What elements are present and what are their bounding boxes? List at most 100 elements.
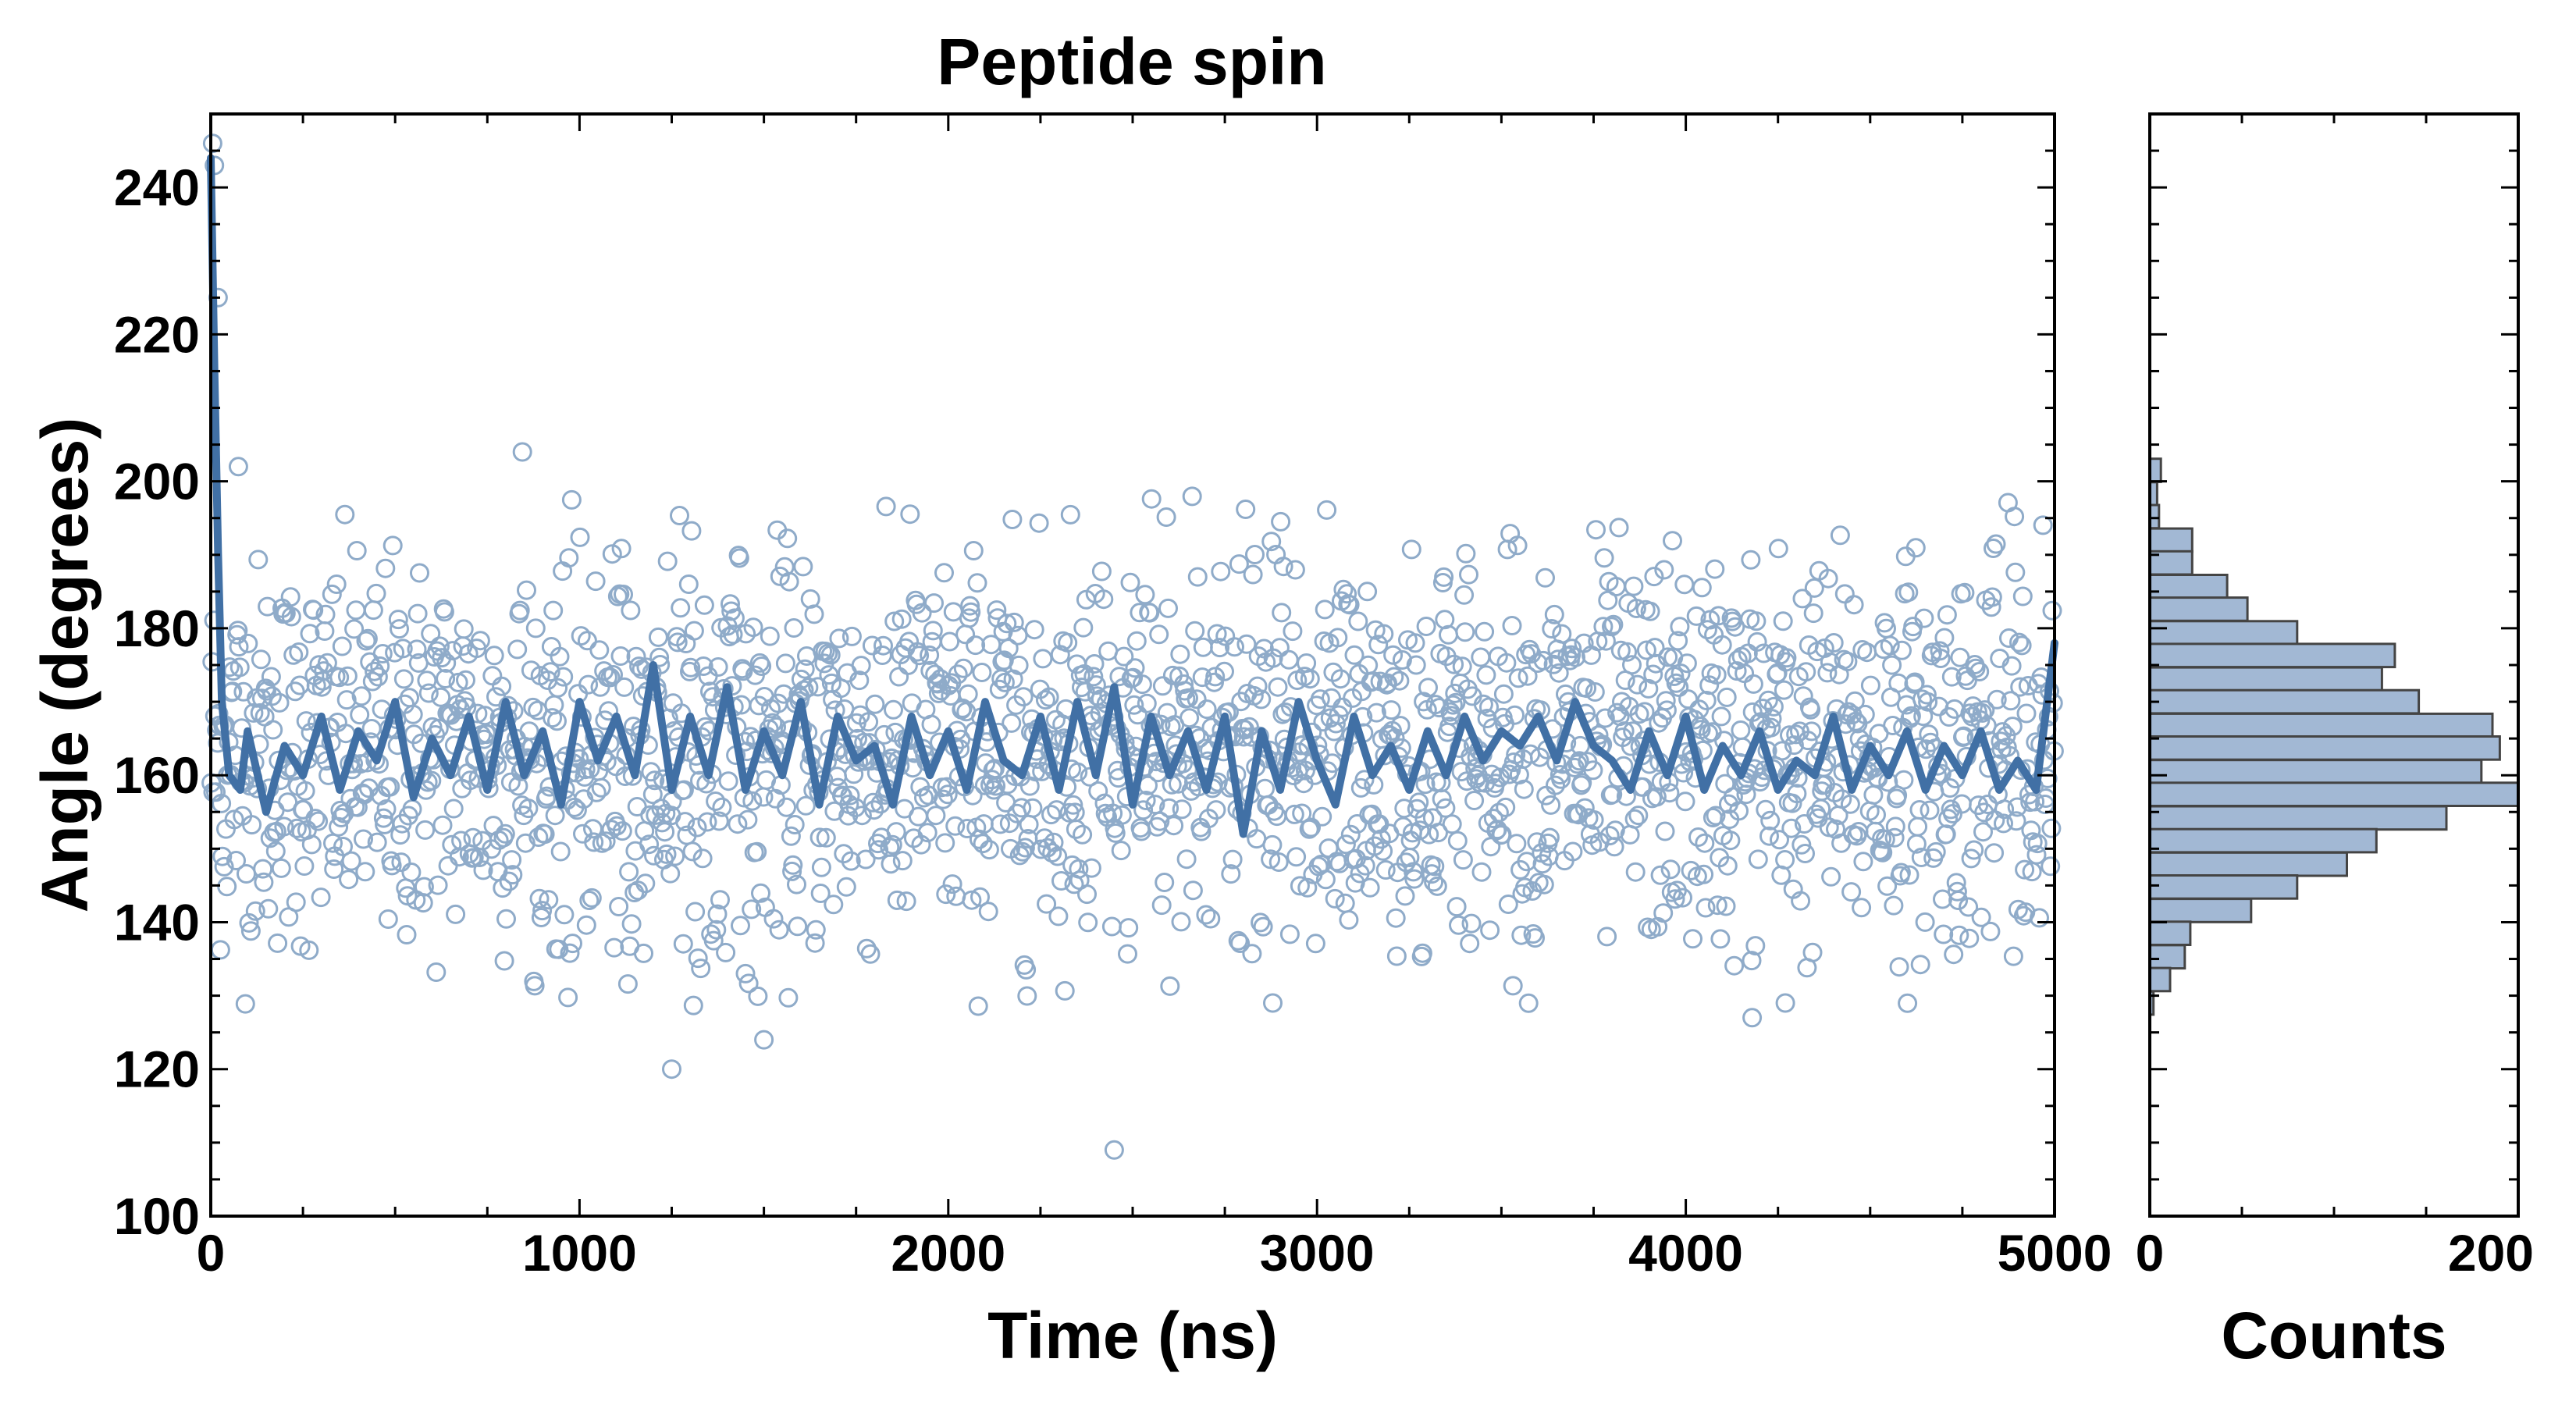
scatter-point [332, 636, 352, 656]
scatter-point [1024, 620, 1044, 640]
scatter-point [1183, 880, 1203, 901]
scatter-point [934, 563, 954, 583]
scatter-point [1404, 862, 1424, 882]
scatter-point [1918, 692, 1938, 712]
scatter-point [1546, 775, 1565, 795]
scatter-point [1197, 699, 1217, 720]
scatter-point [1706, 665, 1727, 685]
scatter-point [1901, 706, 1921, 726]
chart-title: Peptide spin [937, 25, 1326, 98]
scatter-point [1460, 934, 1480, 954]
scatter-point [1310, 689, 1330, 710]
scatter-point [1066, 819, 1086, 839]
histogram-bar [2148, 735, 2501, 761]
scatter-point [1120, 572, 1140, 592]
histogram-bar [2148, 898, 2253, 923]
scatter-point [1583, 760, 1603, 781]
scatter-point [584, 832, 604, 852]
scatter-point [280, 587, 301, 607]
scatter-point [1796, 662, 1816, 682]
scatter-point [881, 854, 901, 874]
scatter-point [1994, 799, 2015, 820]
x-tick-label: 4000 [1628, 1224, 1743, 1282]
scatter-point [779, 571, 799, 592]
scatter-point [1471, 862, 1492, 882]
scatter-point [720, 594, 740, 614]
scatter-point [778, 987, 799, 1008]
scatter-point [1916, 685, 1937, 705]
scatter-point [1725, 617, 1745, 637]
scatter-point [1354, 770, 1375, 790]
scatter-point [1748, 849, 1768, 870]
scatter-point [523, 697, 543, 717]
scatter-point [841, 626, 862, 646]
scatter-point [682, 841, 703, 862]
scatter-point [1655, 821, 1675, 841]
scatter-point [1602, 617, 1621, 637]
scatter-point [464, 848, 484, 868]
scatter-point [286, 818, 307, 838]
scatter-point [407, 639, 427, 660]
scatter-point [1804, 578, 1824, 598]
scatter-point [1015, 838, 1035, 858]
scatter-point [2010, 677, 2030, 697]
scatter-point [1736, 784, 1756, 805]
scatter-point [763, 713, 783, 733]
scatter-point [2016, 703, 2037, 724]
scatter-point [1514, 779, 1534, 799]
scatter-point [1681, 860, 1701, 880]
scatter-point [1772, 741, 1792, 761]
scatter-point [1386, 908, 1406, 928]
scatter-point [1103, 803, 1123, 823]
scatter-point [1877, 876, 1898, 896]
scatter-point [372, 644, 393, 663]
histogram-bar [2148, 712, 2494, 738]
scatter-point [494, 951, 514, 971]
scatter-point [760, 626, 780, 646]
scatter-point [2005, 562, 2026, 582]
scatter-point [583, 819, 603, 839]
scatter-point [1262, 834, 1283, 855]
scatter-point [1124, 695, 1144, 715]
scatter-point [742, 899, 762, 919]
scatter-point [1436, 798, 1456, 818]
scatter-point [2009, 632, 2029, 653]
scatter-point [1479, 697, 1499, 717]
scatter-point [1511, 925, 1532, 945]
scatter-point [1126, 631, 1147, 651]
scatter-point [229, 637, 249, 657]
scatter-point [2041, 818, 2062, 838]
scatter-point [738, 973, 759, 994]
scatter-point [1860, 675, 1880, 695]
scatter-point [1271, 511, 1291, 532]
scatter-point [731, 916, 750, 936]
scatter-point [2002, 717, 2023, 737]
scatter-point [1756, 799, 1776, 820]
scatter-point [1503, 752, 1524, 772]
scatter-point [896, 891, 916, 912]
scatter-point [987, 600, 1007, 621]
scatter-point [687, 817, 707, 838]
scatter-point [240, 921, 261, 941]
scatter-point [743, 617, 763, 638]
scatter-point [1775, 850, 1795, 870]
scatter-point [1156, 507, 1176, 527]
scatter-point [1255, 778, 1275, 799]
histogram-bar [2148, 759, 2483, 784]
scatter-point [1541, 795, 1561, 815]
scatter-point [673, 934, 693, 954]
scatter-point [591, 777, 611, 798]
scatter-point [1852, 898, 1872, 918]
scatter-point [1866, 805, 1886, 825]
scatter-point [299, 940, 319, 960]
scatter-outlier-point [202, 133, 222, 154]
scatter-point [1623, 721, 1643, 742]
scatter-point [300, 624, 320, 644]
scatter-point [550, 841, 571, 862]
scatter-point [836, 877, 856, 897]
scatter-point [1534, 874, 1554, 895]
scatter-point [955, 624, 976, 645]
scatter-point [1362, 804, 1382, 824]
scatter-point [296, 711, 316, 731]
scatter-point [1729, 801, 1749, 821]
